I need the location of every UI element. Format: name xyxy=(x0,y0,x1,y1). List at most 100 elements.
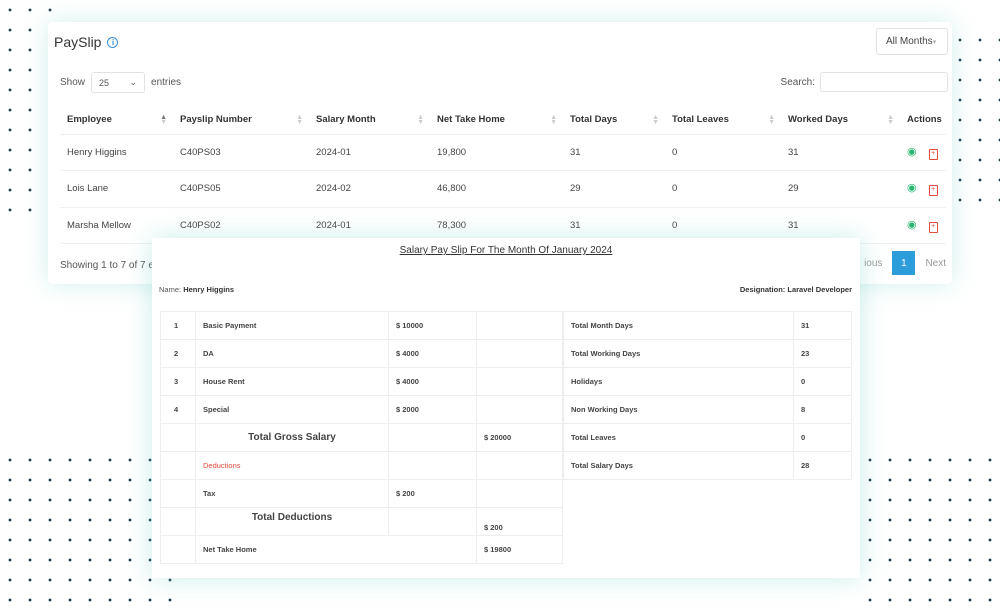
net-row: Net Take Home $ 19800 xyxy=(160,535,563,564)
actions-cell: ◉ + xyxy=(900,207,946,244)
col-actions: Actions xyxy=(900,106,946,135)
tax-value: $ 200 xyxy=(388,479,477,508)
earning-label: Special xyxy=(195,395,389,424)
earning-amount: $ 10000 xyxy=(388,311,477,340)
days-label: Total Salary Days xyxy=(563,451,794,480)
col-employee[interactable]: Employee ▲ ▼ xyxy=(60,106,173,135)
chevron-down-icon: ⌄ xyxy=(129,77,138,87)
decorative-dots xyxy=(860,450,1000,614)
entries-label: entries xyxy=(151,77,182,88)
earning-amount: $ 4000 xyxy=(388,367,477,396)
cell-total_days: 29 xyxy=(563,170,665,208)
payslip-preview: Salary Pay Slip For The Month Of January… xyxy=(152,238,860,578)
month-filter-value: All Months xyxy=(886,36,933,47)
eye-icon[interactable]: ◉ xyxy=(907,182,917,195)
pdf-icon[interactable]: + xyxy=(928,185,938,197)
tax-label: Tax xyxy=(195,479,389,508)
col-label: Total Leaves xyxy=(672,114,729,126)
table-row: Lois Lane C40PS05 2024-02 46,800 29 0 29 ◉ + xyxy=(60,170,946,208)
deductions-row: Deductions xyxy=(160,451,563,480)
search-input[interactable] xyxy=(820,72,948,92)
sort-icon: ▲ ▼ xyxy=(652,114,659,126)
previous-button[interactable]: ious xyxy=(864,257,883,269)
show-label: Show xyxy=(60,77,86,88)
sort-icon: ▲ ▼ xyxy=(417,114,424,126)
sort-icon: ▲ ▼ xyxy=(160,114,167,126)
col-label: Net Take Home xyxy=(437,114,505,126)
info-icon[interactable]: i xyxy=(107,36,119,48)
sort-icon: ▲ ▼ xyxy=(550,114,557,126)
col-salary-month[interactable]: Salary Month ▲ ▼ xyxy=(309,106,430,135)
designation-label: Designation: xyxy=(739,285,786,294)
col-worked-days[interactable]: Worked Days ▲ ▼ xyxy=(781,106,900,135)
days-row: Non Working Days 8 xyxy=(563,395,852,424)
cell-leaves: 0 xyxy=(665,134,781,171)
days-table: Total Month Days 31 Total Working Days 23 Ho… xyxy=(563,311,852,480)
days-value: 23 xyxy=(793,339,852,368)
cell-employee: Henry Higgins xyxy=(60,134,173,171)
earning-label: House Rent xyxy=(195,367,389,396)
next-button[interactable]: Next xyxy=(925,257,946,269)
days-label: Total Working Days xyxy=(563,339,794,368)
employee-name: Name: Henry Higgins xyxy=(159,285,234,294)
col-label: Total Days xyxy=(570,114,618,126)
days-label: Non Working Days xyxy=(563,395,794,424)
cell-net: 46,800 xyxy=(430,170,563,208)
days-row: Total Salary Days 28 xyxy=(563,451,852,480)
title-text: PaySlip xyxy=(54,34,102,50)
net-label: Net Take Home xyxy=(195,535,477,564)
search-control: Search: xyxy=(781,72,948,92)
gross-label: Total Gross Salary xyxy=(195,423,389,452)
days-label: Total Month Days xyxy=(563,311,794,340)
designation: Designation: Laravel Developer xyxy=(740,285,852,294)
earning-no: 1 xyxy=(160,311,196,340)
earning-row: 3 House Rent $ 4000 xyxy=(160,367,563,396)
col-net-take-home[interactable]: Net Take Home ▲ ▼ xyxy=(430,106,563,135)
earning-no: 3 xyxy=(160,367,196,396)
earning-amount: $ 2000 xyxy=(388,395,477,424)
cell-month: 2024-01 xyxy=(309,134,430,171)
name-value: Henry Higgins xyxy=(183,285,235,294)
days-row: Total Working Days 23 xyxy=(563,339,852,368)
month-filter[interactable]: All Months ▾ xyxy=(876,28,948,55)
days-value: 31 xyxy=(793,311,852,340)
sort-icon: ▲ ▼ xyxy=(887,114,894,126)
gross-row: Total Gross Salary $ 20000 xyxy=(160,423,563,452)
eye-icon[interactable]: ◉ xyxy=(907,218,917,231)
sort-icon: ▲ ▼ xyxy=(768,114,775,126)
entries-select[interactable]: 25 ⌄ xyxy=(91,72,146,93)
days-value: 0 xyxy=(793,423,852,452)
col-payslip-number[interactable]: Payslip Number ▲ ▼ xyxy=(173,106,309,135)
total-deductions-value: $ 200 xyxy=(476,507,563,536)
pdf-icon[interactable]: + xyxy=(928,221,938,233)
total-deductions-label: Total Deductions xyxy=(195,507,389,536)
pdf-icon[interactable]: + xyxy=(928,148,938,160)
earning-no: 2 xyxy=(160,339,196,368)
col-total-leaves[interactable]: Total Leaves ▲ ▼ xyxy=(665,106,781,135)
col-label: Actions xyxy=(907,114,942,126)
col-label: Worked Days xyxy=(788,114,849,126)
showing-info: Showing 1 to 7 of 7 e xyxy=(60,260,154,271)
cell-net: 19,800 xyxy=(430,134,563,171)
entries-value: 25 xyxy=(99,77,110,88)
days-row: Holidays 0 xyxy=(563,367,852,396)
page-1-button[interactable]: 1 xyxy=(892,251,916,275)
total-deductions-row: Total Deductions $ 200 xyxy=(160,507,563,536)
page-title: PaySlip i xyxy=(54,34,119,50)
sort-icon: ▲ ▼ xyxy=(296,114,303,126)
gross-value: $ 20000 xyxy=(476,423,563,452)
col-label: Payslip Number xyxy=(180,114,252,126)
eye-icon[interactable]: ◉ xyxy=(907,145,917,158)
col-total-days[interactable]: Total Days ▲ ▼ xyxy=(563,106,665,135)
days-label: Holidays xyxy=(563,367,794,396)
cell-number: C40PS05 xyxy=(173,170,309,208)
tax-row: Tax $ 200 xyxy=(160,479,563,508)
days-row: Total Month Days 31 xyxy=(563,311,852,340)
pagination: ious 1 Next xyxy=(864,251,946,275)
col-label: Employee xyxy=(67,114,112,126)
days-value: 0 xyxy=(793,367,852,396)
actions-cell: ◉ + xyxy=(900,170,946,208)
designation-value: Laravel Developer xyxy=(787,285,852,294)
net-value: $ 19800 xyxy=(476,535,563,564)
decorative-dots xyxy=(950,30,1000,210)
